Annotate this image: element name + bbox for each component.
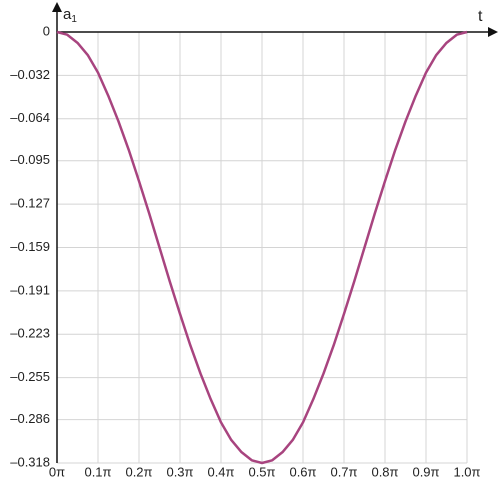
y-tick-label: –0.064 (10, 110, 50, 125)
x-tick-label: 0.1π (84, 464, 111, 479)
x-tick-label: 0.9π (412, 464, 439, 479)
y-tick-label: 0 (43, 23, 50, 38)
x-tick-label: 0.4π (207, 464, 234, 479)
y-axis-label-main: a (63, 6, 72, 23)
y-axis-label: a1 (63, 6, 77, 25)
x-axis-label: t (478, 8, 483, 25)
x-tick-label: 0.2π (125, 464, 152, 479)
data-line (56, 30, 468, 465)
y-tick-label: –0.159 (10, 239, 50, 254)
x-tick-label: 0.3π (166, 464, 193, 479)
x-tick-label: 0.8π (371, 464, 398, 479)
x-tick-label: 0π (49, 464, 65, 479)
y-tick-label: –0.191 (10, 282, 50, 297)
x-tick-label: 1.0π (453, 464, 480, 479)
y-tick-label: –0.318 (10, 454, 50, 469)
y-axis-label-sub: 1 (71, 14, 77, 25)
y-tick-label: –0.255 (10, 369, 50, 384)
y-tick-label: –0.032 (10, 67, 50, 82)
y-tick-label: –0.127 (10, 196, 50, 211)
y-tick-label: –0.095 (10, 152, 50, 167)
y-tick-label: –0.223 (10, 326, 50, 341)
x-axis-arrow (488, 27, 498, 37)
x-tick-label: 0.5π (248, 464, 275, 479)
grid (56, 31, 468, 464)
y-tick-label: –0.286 (10, 411, 50, 426)
x-tick-label: 0.7π (330, 464, 357, 479)
y-axis-arrow (52, 2, 62, 12)
x-tick-label: 0.6π (289, 464, 316, 479)
